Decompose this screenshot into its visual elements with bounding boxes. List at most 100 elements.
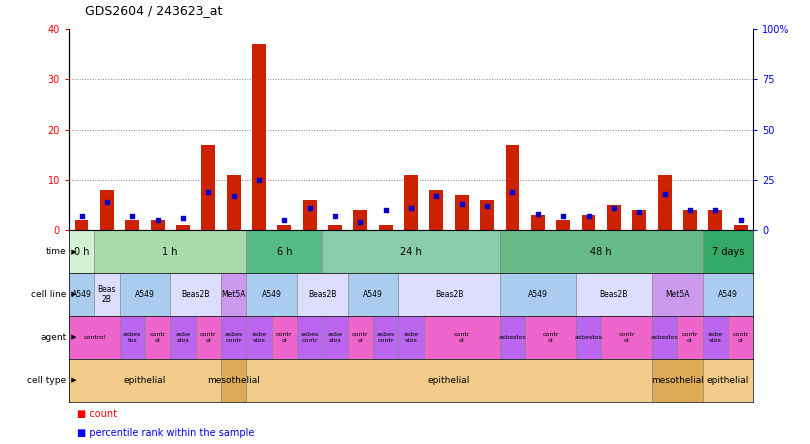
Text: contr
ol: contr ol bbox=[682, 332, 698, 343]
Bar bbox=[271, 316, 297, 359]
Bar bbox=[734, 225, 748, 230]
Bar bbox=[505, 145, 519, 230]
Text: contr
ol: contr ol bbox=[352, 332, 369, 343]
Text: epithelial: epithelial bbox=[428, 376, 471, 385]
Bar bbox=[202, 145, 215, 230]
Point bbox=[455, 201, 468, 208]
Text: asbe
stos: asbe stos bbox=[403, 332, 419, 343]
Text: A549: A549 bbox=[71, 290, 92, 299]
Bar bbox=[702, 316, 728, 359]
Bar bbox=[404, 175, 418, 230]
Bar bbox=[373, 316, 399, 359]
Point bbox=[658, 190, 671, 198]
Text: GDS2604 / 243623_at: GDS2604 / 243623_at bbox=[85, 4, 223, 17]
Text: A549: A549 bbox=[262, 290, 282, 299]
Bar bbox=[607, 205, 620, 230]
Bar bbox=[525, 316, 576, 359]
Bar bbox=[246, 230, 322, 273]
Bar bbox=[347, 316, 373, 359]
Bar bbox=[252, 44, 266, 230]
Text: mesothelial: mesothelial bbox=[207, 376, 260, 385]
Bar bbox=[227, 175, 241, 230]
Text: A549: A549 bbox=[135, 290, 155, 299]
Bar bbox=[424, 316, 500, 359]
Point bbox=[354, 218, 367, 226]
Point bbox=[227, 192, 240, 199]
Bar bbox=[379, 225, 393, 230]
Point bbox=[506, 188, 519, 195]
Bar bbox=[702, 273, 753, 316]
Text: ▶: ▶ bbox=[69, 292, 76, 297]
Text: asbe
stos: asbe stos bbox=[251, 332, 266, 343]
Text: ▶: ▶ bbox=[69, 249, 76, 255]
Bar bbox=[126, 220, 139, 230]
Bar bbox=[322, 316, 347, 359]
Bar bbox=[120, 316, 145, 359]
Bar bbox=[500, 230, 702, 273]
Text: Beas2B: Beas2B bbox=[599, 290, 628, 299]
Point bbox=[100, 198, 113, 206]
Text: ■ count: ■ count bbox=[77, 408, 117, 419]
Point bbox=[556, 213, 569, 220]
Text: epithelial: epithelial bbox=[707, 376, 749, 385]
Bar bbox=[94, 230, 246, 273]
Bar bbox=[303, 200, 317, 230]
Text: contr
ol: contr ol bbox=[276, 332, 292, 343]
Bar bbox=[582, 215, 595, 230]
Bar bbox=[221, 273, 246, 316]
Point bbox=[75, 213, 88, 220]
Text: ■ percentile rank within the sample: ■ percentile rank within the sample bbox=[77, 428, 254, 438]
Text: A549: A549 bbox=[528, 290, 548, 299]
Text: Beas
2B: Beas 2B bbox=[98, 285, 116, 304]
Text: contr
ol: contr ol bbox=[200, 332, 216, 343]
Point bbox=[379, 206, 392, 214]
Bar bbox=[728, 316, 753, 359]
Point bbox=[734, 217, 747, 224]
Text: asbe
stos: asbe stos bbox=[708, 332, 723, 343]
Bar bbox=[500, 316, 525, 359]
Point bbox=[151, 217, 164, 224]
Text: mesothelial: mesothelial bbox=[650, 376, 704, 385]
Text: ▶: ▶ bbox=[69, 334, 76, 341]
Point bbox=[202, 188, 215, 195]
Bar bbox=[429, 190, 443, 230]
Point bbox=[430, 192, 443, 199]
Text: 24 h: 24 h bbox=[400, 247, 422, 257]
Bar bbox=[480, 200, 494, 230]
Text: 6 h: 6 h bbox=[276, 247, 292, 257]
Bar bbox=[176, 225, 190, 230]
Text: control: control bbox=[83, 335, 105, 340]
Bar bbox=[94, 273, 120, 316]
Bar bbox=[708, 210, 723, 230]
Bar bbox=[601, 316, 652, 359]
Point bbox=[303, 205, 316, 212]
Bar bbox=[69, 230, 94, 273]
Bar bbox=[195, 316, 221, 359]
Bar bbox=[246, 316, 271, 359]
Text: contr
ol: contr ol bbox=[454, 332, 470, 343]
Point bbox=[329, 213, 342, 220]
Text: asbe
stos: asbe stos bbox=[176, 332, 190, 343]
Point bbox=[709, 206, 722, 214]
Text: asbes
contr: asbes contr bbox=[377, 332, 394, 343]
Point bbox=[404, 205, 418, 212]
Bar bbox=[328, 225, 342, 230]
Bar bbox=[100, 190, 114, 230]
Text: asbes
tos: asbes tos bbox=[123, 332, 142, 343]
Text: contr
ol: contr ol bbox=[618, 332, 635, 343]
Point bbox=[480, 202, 493, 210]
Text: asbestos: asbestos bbox=[574, 335, 603, 340]
Bar bbox=[500, 273, 576, 316]
Bar bbox=[702, 230, 753, 273]
Bar bbox=[652, 273, 702, 316]
Bar bbox=[151, 220, 164, 230]
Bar bbox=[221, 316, 246, 359]
Bar bbox=[658, 175, 671, 230]
Text: epithelial: epithelial bbox=[124, 376, 166, 385]
Text: A549: A549 bbox=[363, 290, 383, 299]
Bar bbox=[69, 316, 120, 359]
Bar bbox=[120, 273, 170, 316]
Bar bbox=[652, 316, 677, 359]
Text: Met5A: Met5A bbox=[221, 290, 246, 299]
Text: cell type: cell type bbox=[28, 376, 66, 385]
